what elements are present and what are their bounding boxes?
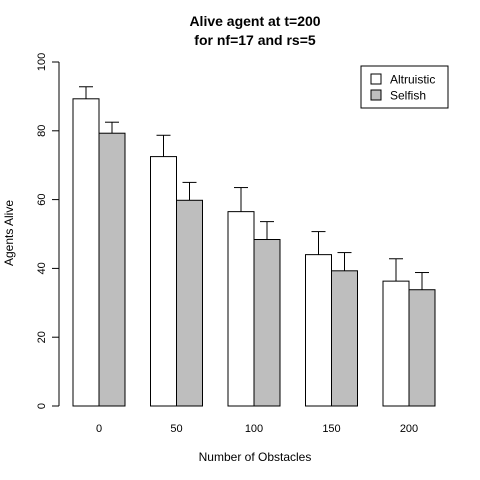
y-tick-label: 40 xyxy=(36,262,48,274)
bar-selfish-200 xyxy=(408,289,436,407)
bar-altruistic-50 xyxy=(150,156,177,407)
x-tick-label: 150 xyxy=(322,423,340,435)
legend-label-altruistic: Altruistic xyxy=(390,73,435,87)
y-tick-label: 80 xyxy=(36,125,48,137)
y-tick-label: 100 xyxy=(36,53,48,71)
legend-swatch-altruistic xyxy=(370,73,382,85)
bar-selfish-150 xyxy=(331,270,358,407)
y-axis: 0 20 40 60 80 100 xyxy=(36,53,60,409)
bar-selfish-100 xyxy=(253,239,281,407)
error-bars-group xyxy=(79,86,429,290)
bar-selfish-50 xyxy=(176,199,203,407)
bars-group xyxy=(72,98,436,407)
x-tick-label: 100 xyxy=(245,423,263,435)
bar-altruistic-200 xyxy=(382,280,410,407)
bar-selfish-0 xyxy=(98,132,126,407)
x-tick-label: 0 xyxy=(96,423,102,435)
x-tick-labels: 0 50 100 150 200 xyxy=(96,423,418,435)
bar-altruistic-150 xyxy=(305,254,332,407)
y-axis-label: Agents Alive xyxy=(2,200,16,266)
chart-title-line1: Alive agent at t=200 xyxy=(189,13,320,29)
legend-box xyxy=(360,65,449,109)
x-tick-label: 200 xyxy=(400,423,418,435)
legend-label-selfish: Selfish xyxy=(390,89,426,103)
x-tick-label: 50 xyxy=(170,423,182,435)
legend-swatch-selfish xyxy=(370,89,382,101)
bar-altruistic-0 xyxy=(72,98,100,407)
chart-title-line2: for nf=17 and rs=5 xyxy=(194,32,316,48)
bar-altruistic-100 xyxy=(227,211,255,407)
y-tick-label: 0 xyxy=(36,403,48,409)
legend: Altruistic Selfish xyxy=(360,65,449,109)
y-tick-label: 20 xyxy=(36,331,48,343)
y-tick-label: 60 xyxy=(36,193,48,205)
x-axis-label: Number of Obstacles xyxy=(199,450,312,464)
